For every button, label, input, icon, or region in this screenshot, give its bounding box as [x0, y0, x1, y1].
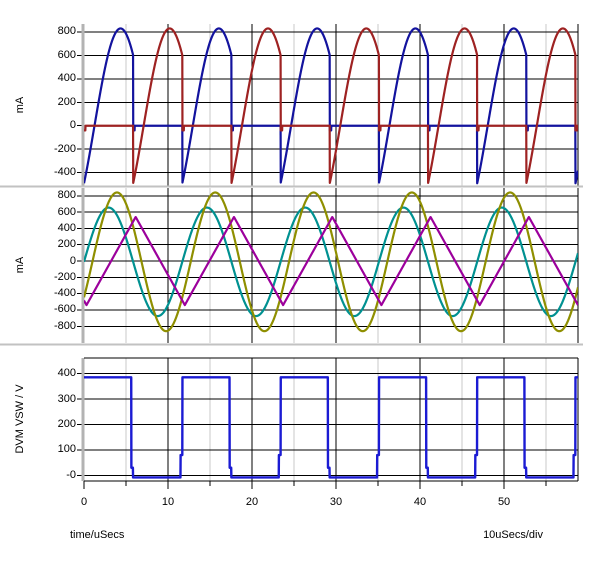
x-tick-label: 40 [413, 496, 427, 508]
x-tick-label: 50 [497, 496, 511, 508]
y-axis-label-top: mA [14, 96, 26, 114]
y-tick-label: -600 [53, 303, 76, 316]
y-tick-label: 300 [57, 392, 76, 405]
y-tick-label: 400 [57, 367, 76, 380]
olive-sine-current-curve [84, 191, 578, 333]
y-axis-bar [81, 24, 85, 186]
y-tick-label: 200 [57, 238, 76, 251]
y-tick-label: 0 [69, 119, 76, 132]
red-rectified-pulse-current-curve [84, 27, 578, 185]
y-tick-label: -800 [53, 319, 76, 332]
x-axis-label: time/uSecs [70, 529, 125, 541]
y-tick-label: 600 [57, 48, 76, 61]
y-tick-label: 800 [57, 189, 76, 202]
y-tick-label: 100 [57, 443, 76, 456]
y-tick-label: 0 [69, 254, 76, 267]
magenta-triangle-current-curve [84, 216, 578, 307]
y-axis-label-middle: mA [14, 256, 26, 274]
blue-switch-node-square-voltage-curve [84, 376, 578, 479]
y-axis-label-bottom: DVM VSW / V [14, 384, 26, 454]
teal-sine-current-curve [84, 206, 578, 318]
y-tick-label: -200 [53, 270, 76, 283]
y-tick-label: -0 [66, 468, 76, 481]
y-axis-bar [81, 358, 85, 481]
x-tick-label: 30 [329, 496, 343, 508]
y-tick-label: 200 [57, 95, 76, 108]
x-tick-label: 10 [161, 496, 175, 508]
x-axis-scale-label: 10uSecs/div [483, 529, 543, 541]
y-tick-label: 800 [57, 25, 76, 38]
navy-rectified-pulse-current-curve [84, 27, 578, 185]
y-tick-label: 200 [57, 417, 76, 430]
y-tick-label: 400 [57, 221, 76, 234]
y-tick-label: -400 [53, 166, 76, 179]
x-tick-label: 20 [245, 496, 259, 508]
y-tick-label: 400 [57, 72, 76, 85]
y-tick-label: -400 [53, 287, 76, 300]
y-tick-label: 600 [57, 205, 76, 218]
y-tick-label: -200 [53, 142, 76, 155]
x-tick-label: 0 [80, 496, 88, 508]
y-axis-bar [81, 188, 85, 343]
